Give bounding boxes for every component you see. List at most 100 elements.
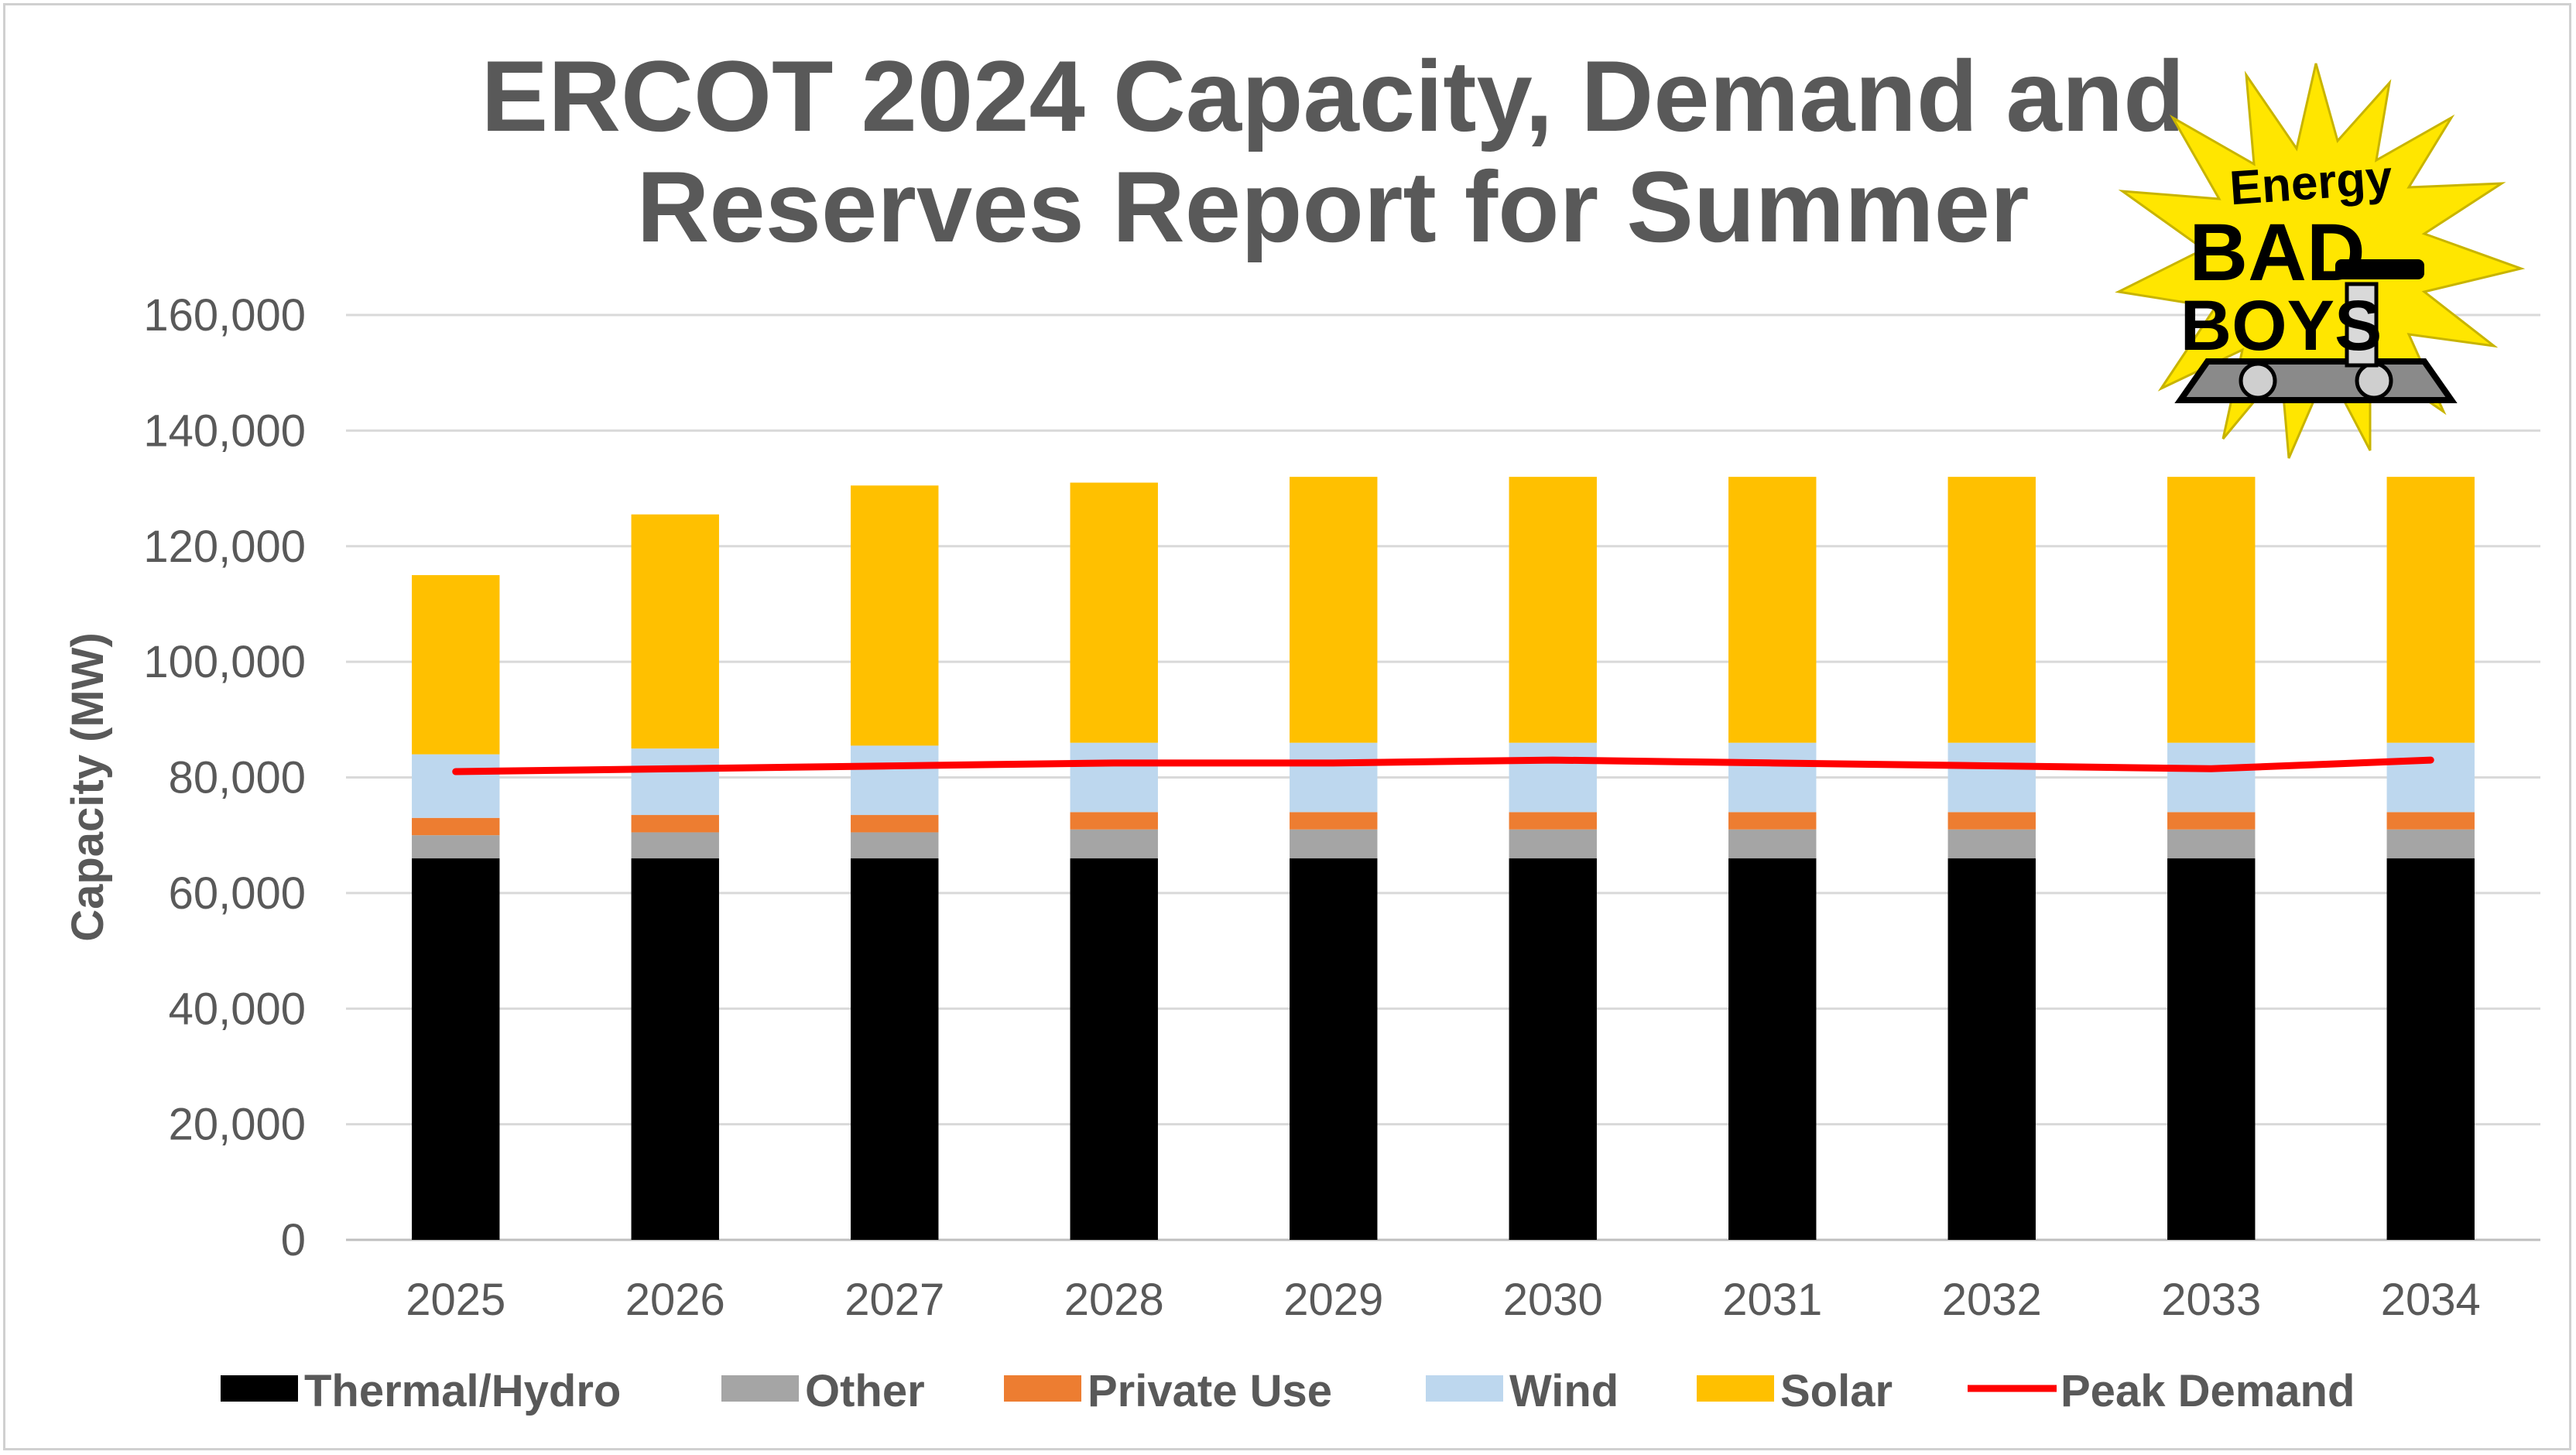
legend-swatch-wind [1426, 1375, 1503, 1402]
bar-thermal-hydro-2031 [1728, 858, 1817, 1240]
peak-demand-point-2029 [1330, 759, 1337, 766]
bar-other-2028 [1070, 829, 1158, 859]
x-tick-label-2034: 2034 [2381, 1275, 2481, 1325]
legend-swatch-thermal-hydro [221, 1375, 298, 1402]
x-axis-ticks: 2025 2026 2027 2028 2029 2030 2031 2032 2033 2034 [406, 1275, 2481, 1325]
bar-other-2030 [1509, 829, 1597, 859]
peak-demand-point-2026 [672, 765, 679, 772]
y-axis-ticks: 0 20,000 40,000 60,000 80,000 100,000 120,000 1… [143, 290, 306, 1265]
logo-outlet-left [2239, 361, 2277, 400]
logo-sunglasses [2335, 259, 2424, 279]
bar-wind-2032 [1947, 742, 2036, 813]
x-tick-label-2025: 2025 [406, 1275, 505, 1325]
bars [412, 477, 2475, 1240]
peak-demand-point-2027 [891, 762, 898, 769]
legend-label-thermal-hydro: Thermal/Hydro [304, 1366, 621, 1416]
bar-wind-2028 [1070, 742, 1158, 813]
x-tick-label-2027: 2027 [844, 1275, 944, 1325]
bar-thermal-hydro-2033 [2167, 858, 2256, 1240]
y-tick-label-80000: 80,000 [169, 753, 306, 803]
bar-thermal-hydro-2029 [1290, 858, 1378, 1240]
bar-thermal-hydro-2030 [1509, 858, 1597, 1240]
bar-private-use-2027 [851, 815, 939, 833]
bar-solar-2033 [2167, 477, 2256, 743]
bar-solar-2032 [1947, 477, 2036, 743]
logo-outlet-right [2355, 361, 2393, 400]
peak-demand-point-2030 [1550, 757, 1557, 764]
bar-wind-2025 [412, 754, 500, 818]
bar-other-2034 [2386, 829, 2475, 859]
y-tick-label-20000: 20,000 [169, 1100, 306, 1150]
bar-wind-2029 [1290, 742, 1378, 813]
bar-wind-2027 [851, 745, 939, 816]
bar-solar-2028 [1070, 482, 1158, 743]
legend-label-other: Other [805, 1366, 925, 1416]
bar-wind-2033 [2167, 742, 2256, 813]
peak-demand-point-2033 [2208, 765, 2215, 772]
logo-plug-body [2345, 282, 2379, 368]
y-tick-label-140000: 140,000 [143, 406, 306, 456]
bar-solar-2025 [412, 575, 500, 755]
bar-other-2029 [1290, 829, 1378, 859]
bar-thermal-hydro-2028 [1070, 858, 1158, 1240]
chart-svg: ERCOT 2024 Capacity, Demand and Reserves… [63, 39, 2540, 1416]
chart-frame: ERCOT 2024 Capacity, Demand and Reserves… [3, 3, 2571, 1450]
bar-wind-2026 [631, 748, 719, 816]
bar-other-2033 [2167, 829, 2256, 859]
bar-thermal-hydro-2025 [412, 858, 500, 1240]
x-tick-label-2032: 2032 [1942, 1275, 2042, 1325]
bar-wind-2031 [1728, 742, 1817, 813]
x-tick-label-2031: 2031 [1722, 1275, 1822, 1325]
x-tick-label-2029: 2029 [1283, 1275, 1383, 1325]
bar-solar-2027 [851, 485, 939, 746]
y-tick-label-40000: 40,000 [169, 984, 306, 1034]
logo-text-bad: BAD [2189, 207, 2365, 298]
bar-solar-2034 [2386, 477, 2475, 743]
bar-other-2026 [631, 832, 719, 859]
y-tick-label-60000: 60,000 [169, 868, 306, 919]
bar-other-2031 [1728, 829, 1817, 859]
y-tick-label-100000: 100,000 [143, 637, 306, 687]
peak-demand-point-2032 [1989, 762, 1995, 769]
logo-text-boys: BOYS [2180, 286, 2382, 365]
legend-swatch-private-use [1004, 1375, 1081, 1402]
bar-private-use-2025 [412, 817, 500, 836]
chart-title-line-2: Reserves Report for Summer [637, 150, 2030, 263]
logo-outlet-plate [2174, 358, 2458, 403]
chart-title-line-1: ERCOT 2024 Capacity, Demand and [481, 39, 2184, 152]
peak-demand-line [452, 756, 2434, 775]
legend-label-solar: Solar [1780, 1366, 1893, 1416]
legend-label-wind: Wind [1509, 1366, 1619, 1416]
x-tick-label-2030: 2030 [1503, 1275, 1603, 1325]
bar-solar-2030 [1509, 477, 1597, 743]
peak-demand-line-layer [452, 756, 2434, 775]
bar-private-use-2033 [2167, 812, 2256, 830]
y-tick-label-0: 0 [281, 1215, 306, 1265]
legend-swatch-other [721, 1375, 799, 1402]
bar-solar-2031 [1728, 477, 1817, 743]
legend: Thermal/Hydro Other Private Use Wind Solar Pe… [221, 1366, 2355, 1416]
y-axis-label: Capacity (MW) [63, 632, 113, 942]
x-tick-label-2026: 2026 [625, 1275, 725, 1325]
bar-solar-2029 [1290, 477, 1378, 743]
legend-swatch-solar [1697, 1375, 1774, 1402]
bar-private-use-2026 [631, 815, 719, 833]
y-tick-label-160000: 160,000 [143, 290, 306, 341]
x-tick-label-2028: 2028 [1064, 1275, 1164, 1325]
bar-thermal-hydro-2027 [851, 858, 939, 1240]
bar-other-2025 [412, 835, 500, 859]
bar-thermal-hydro-2032 [1947, 858, 2036, 1240]
peak-demand-point-2028 [1111, 759, 1118, 766]
bar-thermal-hydro-2026 [631, 858, 719, 1240]
bar-wind-2034 [2386, 742, 2475, 813]
bar-other-2032 [1947, 829, 2036, 859]
bar-private-use-2028 [1070, 812, 1158, 830]
peak-demand-point-2031 [1769, 759, 1776, 766]
bar-thermal-hydro-2034 [2386, 858, 2475, 1240]
bar-private-use-2029 [1290, 812, 1378, 830]
energy-bad-boys-logo: Energy BAD BOYS [2115, 63, 2526, 459]
legend-label-peak-demand: Peak Demand [2060, 1366, 2355, 1416]
x-tick-label-2033: 2033 [2161, 1275, 2261, 1325]
bar-private-use-2034 [2386, 812, 2475, 830]
bar-private-use-2030 [1509, 812, 1597, 830]
